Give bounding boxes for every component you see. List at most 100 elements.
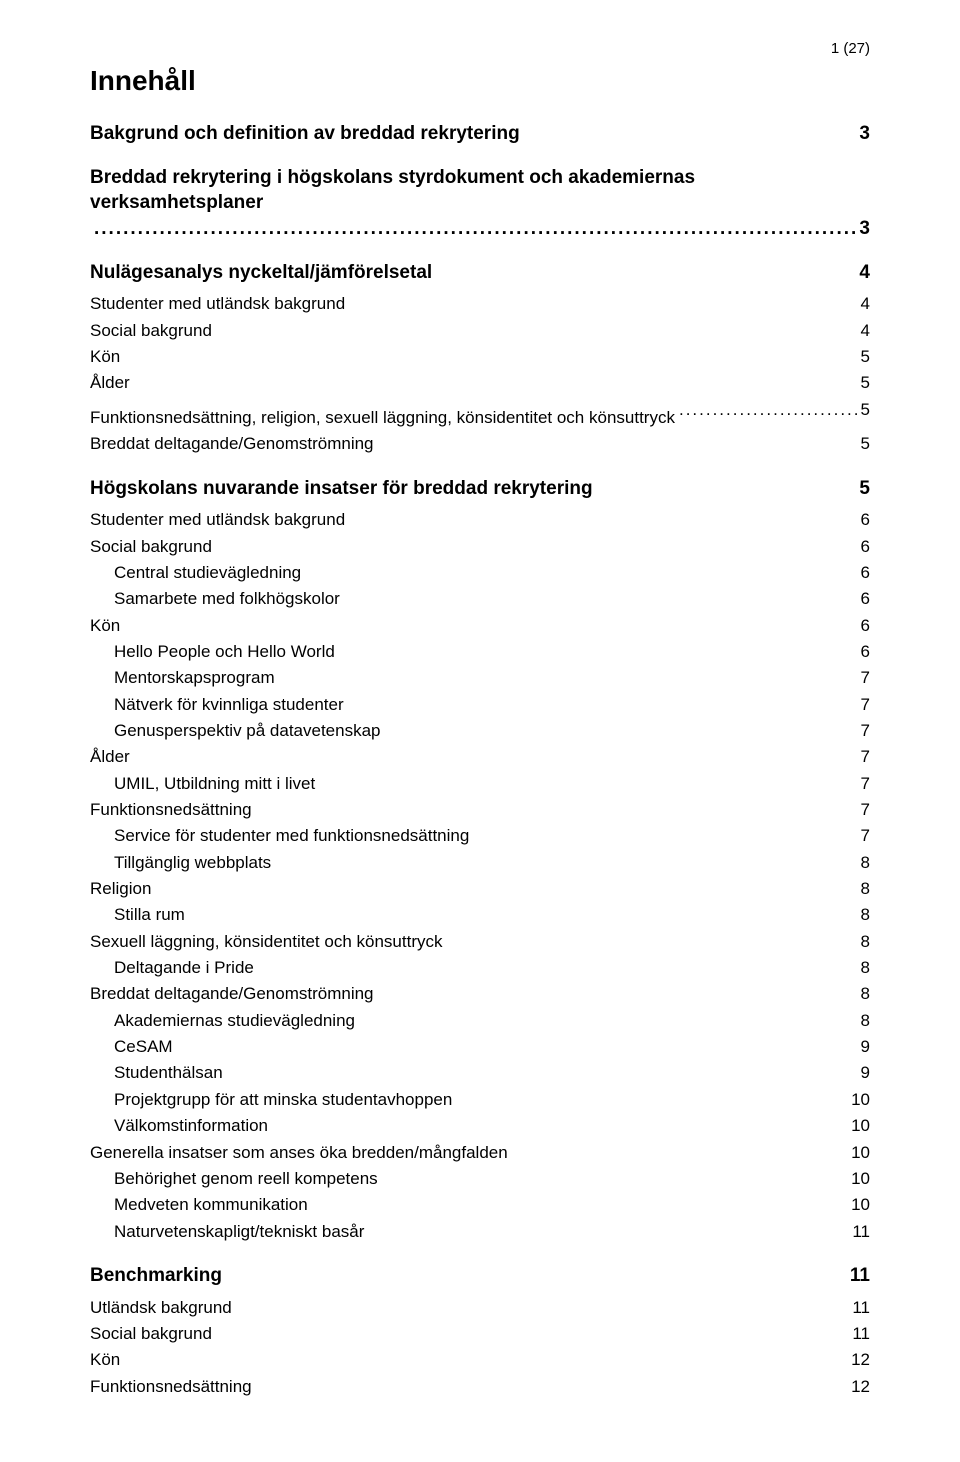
toc-entry-label: Funktionsnedsättning [90, 1374, 252, 1400]
toc-entry[interactable]: Funktionsnedsättning, religion, sexuell … [90, 397, 870, 432]
toc-entry-page: 3 [859, 121, 870, 147]
toc-entry-page: 3 [859, 216, 870, 242]
toc-entry[interactable]: Ålder 7 [90, 744, 870, 770]
toc-entry-label: Social bakgrund [90, 1321, 212, 1347]
toc-entry[interactable]: Studenter med utländsk bakgrund4 [90, 291, 870, 317]
toc-entry[interactable]: Ålder 5 [90, 370, 870, 396]
toc-entry[interactable]: Religion 8 [90, 876, 870, 902]
toc-entry[interactable]: Medveten kommunikation10 [114, 1192, 870, 1218]
toc-entry-page: 4 [859, 260, 870, 286]
toc-entry[interactable]: Välkomstinformation10 [114, 1113, 870, 1139]
toc-entry-page: 8 [861, 981, 870, 1007]
toc-entry-page: 9 [861, 1060, 870, 1086]
toc-entry[interactable]: Kön12 [90, 1347, 870, 1373]
toc-entry-page: 5 [861, 397, 870, 423]
toc-entry[interactable]: Nulägesanalys nyckeltal/jämförelsetal 4 [90, 260, 870, 286]
toc-entry[interactable]: Service för studenter med funktionsnedsä… [114, 823, 870, 849]
toc-entry[interactable]: UMIL, Utbildning mitt i livet 7 [114, 771, 870, 797]
toc-entry-label: Funktionsnedsättning, religion, sexuell … [90, 405, 675, 431]
toc-entry-page: 7 [861, 797, 870, 823]
toc-entry-page: 9 [861, 1034, 870, 1060]
toc-entry[interactable]: Utländsk bakgrund11 [90, 1295, 870, 1321]
toc-entry[interactable]: Genusperspektiv på datavetenskap7 [114, 718, 870, 744]
toc-entry-page: 5 [861, 370, 870, 396]
toc-entry-label: Genusperspektiv på datavetenskap [114, 718, 381, 744]
toc-entry-label: UMIL, Utbildning mitt i livet [114, 771, 315, 797]
toc-entry[interactable]: Högskolans nuvarande insatser för bredda… [90, 476, 870, 502]
toc-entry-label: Breddad rekrytering i högskolans styrdok… [90, 165, 870, 216]
toc-entry[interactable]: Akademiernas studievägledning8 [114, 1008, 870, 1034]
toc-entry-label: Ålder [90, 744, 130, 770]
toc-entry-label: Mentorskapsprogram [114, 665, 275, 691]
toc-entry-label: Kön [90, 613, 120, 639]
toc-entry-label: Social bakgrund [90, 318, 212, 344]
toc-entry-label: Bakgrund och definition av breddad rekry… [90, 121, 520, 147]
toc-entry-page: 5 [861, 431, 870, 457]
toc-entry-label: Benchmarking [90, 1263, 222, 1289]
toc-entry-page: 10 [851, 1087, 870, 1113]
toc-entry-page: 7 [861, 771, 870, 797]
toc-entry-label: Religion [90, 876, 151, 902]
toc-entry-page: 10 [851, 1166, 870, 1192]
toc-container: Bakgrund och definition av breddad rekry… [90, 121, 870, 1400]
toc-entry-label: Sexuell läggning, könsidentitet och köns… [90, 929, 442, 955]
toc-entry[interactable]: Hello People och Hello World6 [114, 639, 870, 665]
toc-entry-page: 6 [861, 507, 870, 533]
toc-entry-page: 7 [861, 744, 870, 770]
toc-entry[interactable]: Generella insatser som anses öka bredden… [90, 1140, 870, 1166]
toc-entry-page: 11 [852, 1295, 870, 1321]
toc-entry[interactable]: Breddat deltagande/Genomströmning8 [90, 981, 870, 1007]
toc-entry[interactable]: Social bakgrund11 [90, 1321, 870, 1347]
toc-entry-page: 8 [861, 929, 870, 955]
toc-entry[interactable]: Studenter med utländsk bakgrund 6 [90, 507, 870, 533]
toc-entry-page: 8 [861, 876, 870, 902]
toc-entry-label: Studenter med utländsk bakgrund [90, 291, 345, 317]
toc-entry-label: Hello People och Hello World [114, 639, 335, 665]
toc-entry-page: 6 [861, 534, 870, 560]
toc-entry[interactable]: Central studievägledning 6 [114, 560, 870, 586]
toc-entry-label: Välkomstinformation [114, 1113, 268, 1139]
toc-entry[interactable]: Deltagande i Pride8 [114, 955, 870, 981]
toc-entry-page: 7 [861, 823, 870, 849]
toc-entry[interactable]: Social bakgrund4 [90, 318, 870, 344]
toc-entry-label: Nulägesanalys nyckeltal/jämförelsetal [90, 260, 432, 286]
toc-entry-label: Högskolans nuvarande insatser för bredda… [90, 476, 593, 502]
toc-entry-page: 10 [851, 1140, 870, 1166]
toc-entry[interactable]: Funktionsnedsättning12 [90, 1374, 870, 1400]
toc-entry[interactable]: Behörighet genom reell kompetens 10 [114, 1166, 870, 1192]
toc-entry[interactable]: Studenthälsan 9 [114, 1060, 870, 1086]
toc-entry[interactable]: Social bakgrund 6 [90, 534, 870, 560]
toc-entry-page: 10 [851, 1192, 870, 1218]
toc-entry-label: Social bakgrund [90, 534, 212, 560]
toc-entry[interactable]: Projektgrupp för att minska studentavhop… [114, 1087, 870, 1113]
toc-entry[interactable]: Breddat deltagande/Genomströmning5 [90, 431, 870, 457]
toc-entry[interactable]: Nätverk för kvinnliga studenter 7 [114, 692, 870, 718]
toc-entry[interactable]: Kön5 [90, 344, 870, 370]
toc-entry-label: Studenthälsan [114, 1060, 223, 1086]
toc-entry-label: Studenter med utländsk bakgrund [90, 507, 345, 533]
toc-entry-label: Behörighet genom reell kompetens [114, 1166, 378, 1192]
toc-entry[interactable]: Benchmarking11 [90, 1263, 870, 1289]
toc-entry[interactable]: Breddad rekrytering i högskolans styrdok… [90, 165, 870, 242]
toc-entry-page: 7 [861, 665, 870, 691]
toc-entry[interactable]: Naturvetenskapligt/tekniskt basår11 [114, 1219, 870, 1245]
toc-entry[interactable]: Kön6 [90, 613, 870, 639]
toc-entry-page: 6 [861, 560, 870, 586]
toc-entry-label: Funktionsnedsättning [90, 797, 252, 823]
toc-entry[interactable]: Funktionsnedsättning 7 [90, 797, 870, 823]
toc-entry-page: 8 [861, 850, 870, 876]
toc-entry[interactable]: Tillgänglig webbplats8 [114, 850, 870, 876]
toc-entry[interactable]: Bakgrund och definition av breddad rekry… [90, 121, 870, 147]
toc-entry-page: 7 [861, 692, 870, 718]
toc-entry[interactable]: CeSAM 9 [114, 1034, 870, 1060]
toc-entry-label: Projektgrupp för att minska studentavhop… [114, 1087, 452, 1113]
toc-leader [679, 397, 857, 423]
toc-entry[interactable]: Stilla rum8 [114, 902, 870, 928]
toc-entry[interactable]: Mentorskapsprogram 7 [114, 665, 870, 691]
toc-entry-label: Ålder [90, 370, 130, 396]
toc-entry[interactable]: Samarbete med folkhögskolor6 [114, 586, 870, 612]
toc-entry-label: Nätverk för kvinnliga studenter [114, 692, 344, 718]
toc-entry[interactable]: Sexuell läggning, könsidentitet och köns… [90, 929, 870, 955]
toc-entry-label: Central studievägledning [114, 560, 301, 586]
toc-entry-label: CeSAM [114, 1034, 173, 1060]
